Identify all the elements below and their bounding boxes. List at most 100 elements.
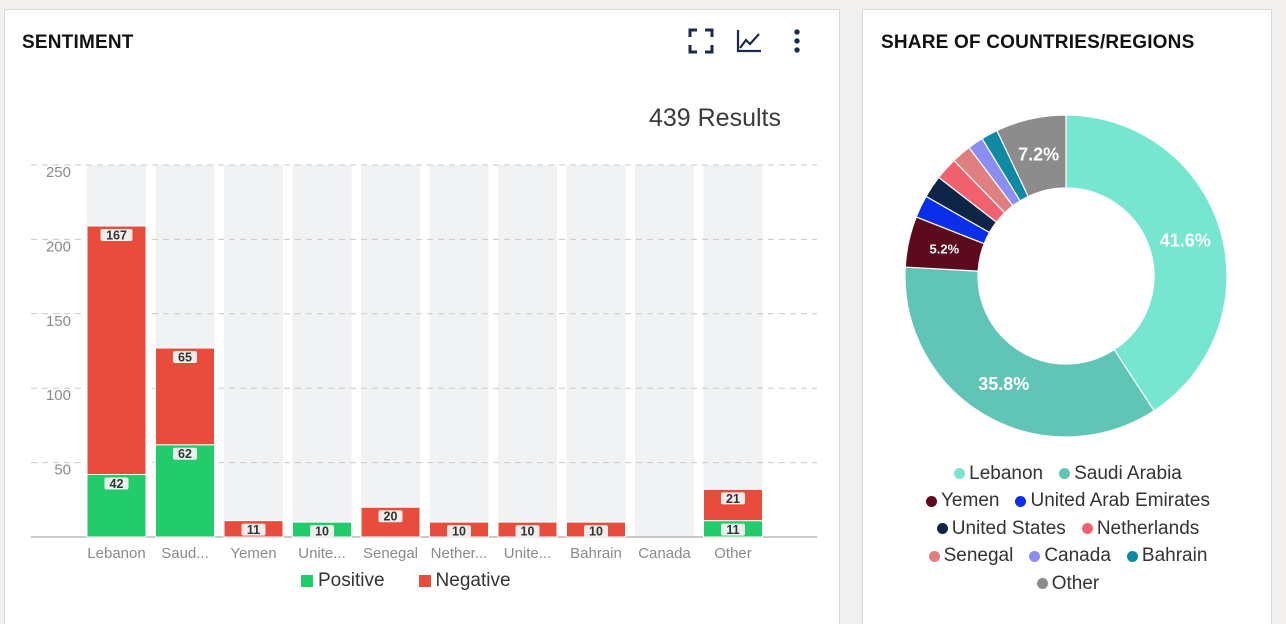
slice-1[interactable]: [904, 266, 1155, 438]
pie-legend-label-6: Senegal: [943, 545, 1014, 567]
x-tick-4: Senegal: [363, 545, 418, 562]
data-label-negative-9: 21: [726, 492, 740, 506]
pie-legend-item-9[interactable]: Other: [1036, 572, 1100, 595]
pie-legend-label-9: Other: [1051, 572, 1100, 594]
x-tick-6: Unite...: [504, 545, 552, 562]
data-label-bg-negative-9: [721, 492, 745, 505]
pie-legend-dot-8: [1126, 550, 1138, 562]
data-label-bg-negative-0: [100, 229, 133, 242]
pie-legend-item-6[interactable]: Senegal: [928, 545, 1014, 567]
pie-legend-dot-3: [1015, 495, 1027, 507]
pie-legend-dot-5: [1081, 523, 1093, 535]
pie-legend: Lebanon Saudi Arabia Yemen United Arab Emir…: [863, 460, 1273, 598]
pie-legend-dot-2: [926, 495, 937, 507]
pie-legend-item-0[interactable]: Lebanon: [954, 463, 1043, 485]
bar-bg-3: [292, 165, 352, 537]
pie-legend-label-7: Canada: [1044, 545, 1111, 567]
y-tick-250: 250: [46, 164, 71, 181]
bar-negative-1[interactable]: [155, 347, 215, 446]
data-label-bg-positive-0: [104, 477, 129, 490]
y-tick-50: 50: [54, 462, 71, 479]
bar-bg-4: [361, 165, 420, 537]
bar-bg-5: [429, 165, 489, 537]
x-tick-3: Unite...: [298, 545, 346, 562]
data-label-bg-negative-2: [241, 523, 266, 536]
data-label-negative-0: 167: [106, 229, 127, 243]
sentiment-card: SENTIMENT 439 Results 50 100 150 200 250 42 16…: [4, 9, 840, 624]
data-label-negative-1: 65: [178, 351, 192, 365]
bar-bg-6: [498, 165, 557, 537]
pie-legend-row-0: Lebanon Saudi Arabia: [863, 460, 1273, 488]
pie-legend-label-8: Bahrain: [1141, 545, 1208, 567]
bar-negative-0[interactable]: [86, 225, 147, 476]
data-label-negative-5: 10: [452, 525, 466, 539]
line-chart-icon[interactable]: [734, 26, 764, 56]
data-label-bg-positive-1: [173, 447, 197, 460]
data-label-positive-3: 10: [315, 525, 329, 539]
pie-legend-label-1: Saudi Arabia: [1074, 462, 1182, 484]
bar-positive-1[interactable]: [155, 444, 215, 538]
data-label-negative-2: 11: [247, 523, 260, 537]
data-label-bg-negative-5: [447, 525, 471, 538]
pie-legend-dot-1: [1059, 468, 1071, 480]
sentiment-bar-chart: 50 100 150 200 250 42 167 Lebanon 62 65 Saud... 11 Y…: [31, 164, 817, 562]
x-tick-9: Other: [714, 545, 752, 562]
share-donut-chart: 41.6% 35.8% 5.2% 7.2%: [904, 114, 1228, 438]
fullscreen-icon[interactable]: [686, 26, 716, 56]
pie-legend-item-5[interactable]: Netherlands: [1081, 517, 1200, 540]
share-title: SHARE OF COUNTRIES/REGIONS: [881, 32, 1195, 53]
pie-legend-row-4: Other: [863, 570, 1273, 598]
slice-label-2: 5.2%: [930, 241, 960, 256]
data-label-bg-negative-4: [378, 510, 403, 523]
pie-legend-item-1[interactable]: Saudi Arabia: [1059, 463, 1182, 485]
results-count: 439 Results: [648, 104, 781, 132]
pie-legend-dot-4: [936, 523, 948, 535]
legend-positive[interactable]: Positive: [301, 570, 385, 592]
bar-bg-7: [566, 165, 626, 537]
slice-0[interactable]: [1065, 114, 1228, 412]
pie-legend-label-2: Yemen: [941, 490, 1000, 512]
bar-bg-8: [635, 165, 694, 537]
pie-legend-item-4[interactable]: United States: [936, 518, 1066, 540]
pie-legend-row-3: Senegal Canada Bahrain: [863, 543, 1273, 571]
legend-positive-label: Positive: [318, 570, 385, 591]
sentiment-title: SENTIMENT: [22, 32, 134, 53]
legend-negative-swatch: [418, 575, 431, 587]
data-label-negative-6: 10: [521, 525, 535, 539]
more-vert-icon[interactable]: [782, 26, 812, 56]
x-tick-1: Saud...: [161, 545, 209, 562]
pie-legend-label-3: United Arab Emirates: [1030, 490, 1210, 512]
bar-bg-9: [703, 165, 763, 537]
pie-legend-item-8[interactable]: Bahrain: [1126, 545, 1208, 567]
pie-legend-label-0: Lebanon: [969, 462, 1044, 484]
pie-legend-dot-9: [1036, 578, 1048, 590]
legend-positive-swatch: [301, 575, 313, 587]
x-tick-0: Lebanon: [87, 545, 145, 562]
slice-label-0: 41.6%: [1160, 230, 1211, 250]
slice-9[interactable]: [996, 114, 1067, 198]
bar-legend: Positive Negative: [301, 570, 545, 592]
pie-legend-label-5: Netherlands: [1096, 517, 1200, 539]
legend-negative[interactable]: Negative: [418, 570, 511, 592]
data-label-bg-positive-9: [721, 523, 745, 536]
x-tick-5: Nether...: [431, 545, 488, 562]
data-label-positive-9: 11: [726, 523, 739, 537]
data-label-bg-negative-1: [173, 351, 197, 364]
pie-legend-item-3[interactable]: United Arab Emirates: [1015, 490, 1210, 512]
pie-legend-item-2[interactable]: Yemen: [926, 490, 999, 512]
pie-legend-dot-7: [1029, 550, 1041, 562]
y-tick-150: 150: [46, 313, 71, 330]
slice-label-1: 35.8%: [978, 374, 1029, 394]
slice-label-9: 7.2%: [1018, 145, 1059, 165]
y-tick-200: 200: [46, 238, 71, 255]
x-tick-7: Bahrain: [570, 545, 622, 562]
data-label-positive-0: 42: [110, 477, 124, 491]
pie-legend-dot-6: [928, 550, 940, 562]
data-label-negative-7: 10: [589, 525, 603, 539]
x-tick-2: Yemen: [230, 545, 276, 562]
pie-legend-item-7[interactable]: Canada: [1029, 545, 1111, 567]
bar-bg-2: [224, 165, 283, 537]
x-tick-8: Canada: [638, 545, 691, 562]
y-tick-100: 100: [46, 387, 71, 404]
data-label-bg-negative-7: [584, 525, 608, 538]
